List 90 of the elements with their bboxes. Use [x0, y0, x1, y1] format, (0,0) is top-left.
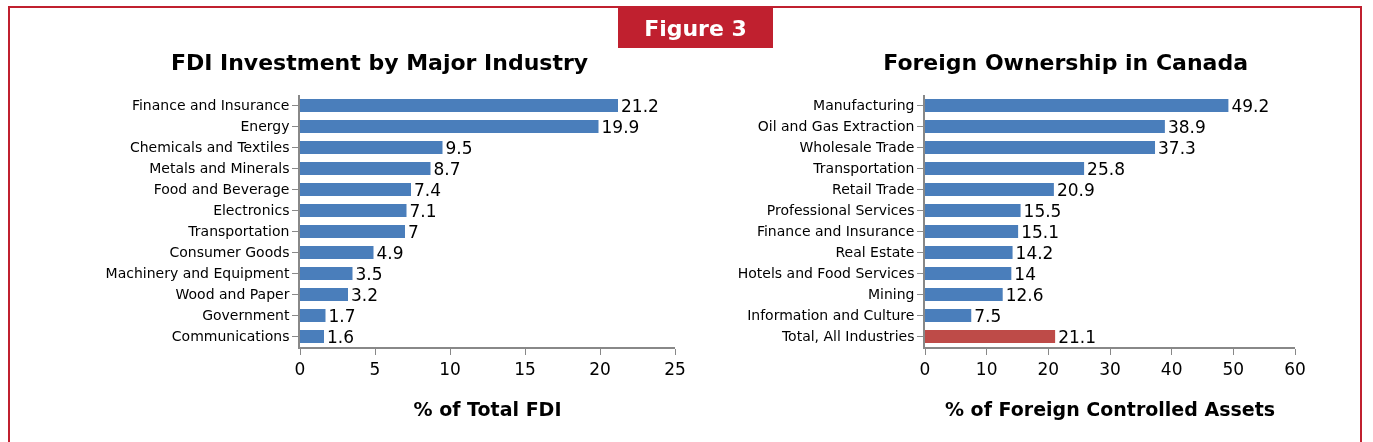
data-label: 7.4 — [414, 179, 442, 200]
bar — [300, 266, 353, 281]
bar — [300, 308, 326, 323]
y-tick-label: Finance and Insurance — [131, 97, 290, 114]
y-tick-label: Communications — [171, 328, 290, 345]
data-label: 14 — [1014, 263, 1036, 284]
x-tick-label: 20 — [1037, 359, 1060, 380]
data-label: 1.6 — [327, 326, 355, 347]
x-axis-title: % of Foreign Controlled Assets — [944, 398, 1276, 421]
y-tick-label: Finance and Insurance — [756, 223, 915, 240]
y-tick-label: Transportation — [812, 160, 915, 177]
y-tick-label: Real Estate — [835, 244, 915, 261]
y-tick-label: Government — [202, 307, 290, 324]
data-label: 9.5 — [445, 137, 473, 158]
data-label: 20.9 — [1056, 179, 1095, 200]
bar — [925, 245, 1013, 260]
data-label: 25.8 — [1087, 158, 1125, 179]
bar — [300, 119, 599, 134]
x-tick-label: 50 — [1222, 359, 1245, 380]
data-label: 7 — [408, 221, 419, 242]
y-tick-label: Energy — [240, 118, 290, 135]
bar — [925, 98, 1229, 113]
data-label: 21.2 — [621, 95, 659, 116]
y-tick-label: Wood and Paper — [175, 286, 290, 303]
data-label: 7.5 — [974, 305, 1002, 326]
bar — [925, 224, 1019, 239]
y-tick-label: Transportation — [187, 223, 290, 240]
x-tick-label: 25 — [664, 359, 686, 380]
y-tick-label: Manufacturing — [813, 97, 915, 114]
y-tick-label: Electronics — [213, 202, 290, 219]
y-tick-label: Wholesale Trade — [799, 139, 915, 156]
bar — [300, 329, 324, 344]
data-label: 15.5 — [1023, 200, 1062, 221]
x-tick-label: 40 — [1160, 359, 1183, 380]
bar — [925, 182, 1054, 197]
x-tick-label: 15 — [514, 359, 536, 380]
y-tick-label: Professional Services — [766, 202, 915, 219]
bar — [300, 161, 431, 176]
data-label: 38.9 — [1167, 116, 1206, 137]
y-tick-label: Food and Beverage — [153, 181, 290, 198]
chart-title: Foreign Ownership in Canada — [883, 49, 1249, 75]
bar — [300, 245, 374, 260]
x-tick-label: 10 — [975, 359, 998, 380]
data-label: 12.6 — [1005, 284, 1044, 305]
x-tick-label: 5 — [369, 359, 381, 380]
data-label: 21.1 — [1058, 326, 1096, 347]
bar — [925, 287, 1003, 302]
data-label: 19.9 — [601, 116, 640, 137]
y-tick-label: Retail Trade — [832, 181, 915, 198]
x-tick-label: 20 — [589, 359, 611, 380]
x-tick-label: 30 — [1099, 359, 1121, 380]
x-tick-label: 0 — [294, 359, 306, 380]
x-tick-label: 60 — [1284, 359, 1306, 380]
bar — [300, 203, 407, 218]
y-tick-label: Oil and Gas Extraction — [757, 118, 915, 135]
bar — [300, 182, 411, 197]
bar — [925, 329, 1056, 344]
bar — [925, 266, 1012, 281]
x-axis-title: % of Total FDI — [413, 398, 562, 421]
data-label: 8.7 — [433, 158, 461, 179]
data-label: 3.2 — [351, 284, 379, 305]
bar — [925, 308, 972, 323]
data-label: 37.3 — [1158, 137, 1196, 158]
bar — [925, 161, 1085, 176]
y-tick-label: Chemicals and Textiles — [129, 139, 290, 156]
y-tick-label: Mining — [867, 286, 915, 303]
data-label: 14.2 — [1015, 242, 1054, 263]
bar — [300, 98, 618, 113]
x-tick-label: 10 — [439, 359, 461, 380]
chart-title: FDI Investment by Major Industry — [170, 49, 589, 75]
x-tick-label: 0 — [919, 359, 931, 380]
data-label: 3.5 — [355, 263, 383, 284]
data-label: 1.7 — [328, 305, 356, 326]
bar — [925, 119, 1165, 134]
bar — [300, 224, 405, 239]
bar — [925, 203, 1021, 218]
caption: Figure 3 — [618, 8, 773, 48]
y-tick-label: Consumer Goods — [169, 244, 290, 261]
bar — [300, 287, 348, 302]
data-label: 7.1 — [409, 200, 437, 221]
y-tick-label: Machinery and Equipment — [105, 265, 290, 282]
y-tick-label: Total, All Industries — [780, 328, 915, 345]
data-label: 4.9 — [376, 242, 404, 263]
data-label: 15.1 — [1021, 221, 1059, 242]
data-label: 49.2 — [1231, 95, 1270, 116]
y-tick-label: Metals and Minerals — [149, 160, 290, 177]
bar — [300, 140, 443, 155]
bar — [925, 140, 1156, 155]
y-tick-label: Information and Culture — [747, 307, 915, 324]
y-tick-label: Hotels and Food Services — [737, 265, 915, 282]
